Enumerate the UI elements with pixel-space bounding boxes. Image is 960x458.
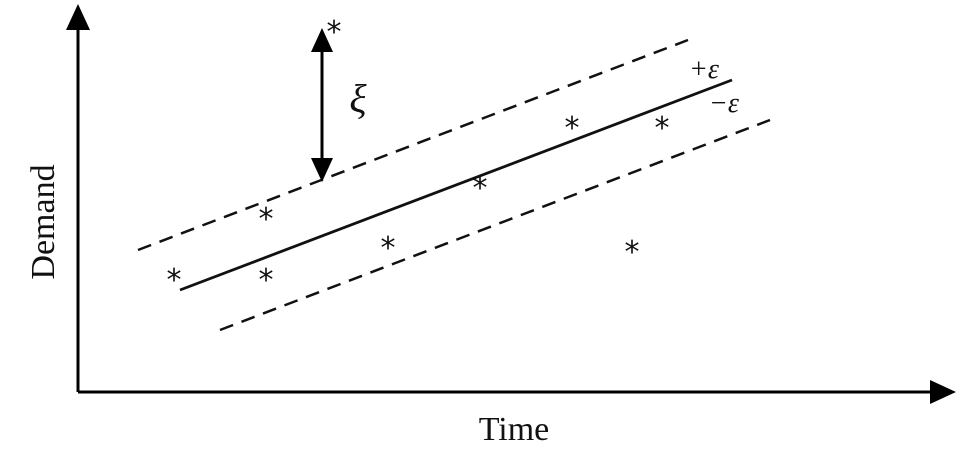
regression-line <box>179 78 733 292</box>
data-point: * <box>381 231 396 266</box>
data-point: * <box>473 171 488 206</box>
upper-epsilon-boundary <box>137 38 689 252</box>
xi-arrow-bottom-head <box>311 158 333 182</box>
upper-epsilon-label: +ε <box>689 54 719 85</box>
data-point: * <box>167 263 182 298</box>
xi-arrow-top-head <box>311 28 333 52</box>
y-axis-arrowhead <box>66 4 90 30</box>
data-point: * <box>655 111 670 146</box>
data-point: * <box>259 263 274 298</box>
y-axis-label: Demand <box>25 164 62 279</box>
xi-arrow <box>311 28 333 182</box>
axes <box>66 4 956 404</box>
lower-epsilon-boundary <box>219 118 771 332</box>
x-axis-label: Time <box>479 411 550 448</box>
x-axis-arrowhead <box>930 380 956 404</box>
data-point: * <box>327 15 342 50</box>
epsilon-tube <box>137 38 771 332</box>
xi-label: ξ <box>349 76 367 121</box>
data-points: * * * * * * * * * <box>167 15 670 298</box>
data-point: * <box>565 111 580 146</box>
data-point: * <box>259 202 274 237</box>
lower-epsilon-label: −ε <box>709 88 739 119</box>
data-point: * <box>625 235 640 270</box>
